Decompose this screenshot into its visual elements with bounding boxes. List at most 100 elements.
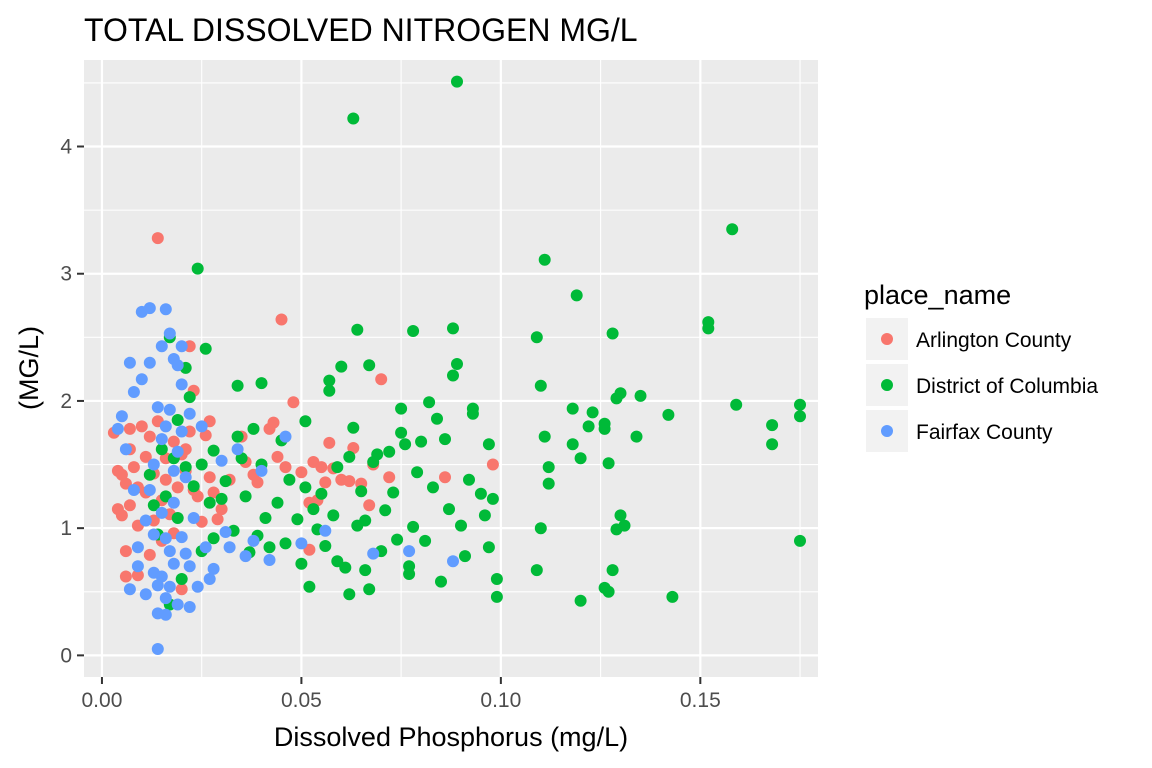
data-point [490,590,503,603]
data-point [534,522,547,535]
data-point [155,443,168,456]
data-point [203,496,216,509]
data-point [111,422,124,435]
y-tick-label: 4 [60,136,72,159]
data-point [478,509,491,522]
data-point [151,643,164,655]
data-point [395,402,408,415]
y-tick-label: 2 [60,390,72,413]
data-point [143,430,156,443]
data-point [431,412,443,425]
data-point [163,327,176,340]
data-point [123,499,136,512]
data-point [574,594,587,607]
data-point [343,450,356,463]
data-point [375,373,388,386]
data-point [119,545,132,558]
data-point [447,555,459,568]
legend-title: place_name [864,280,1011,310]
legend: place_name Arlington County District of C… [864,280,1098,452]
data-point [219,526,232,538]
data-point [343,588,356,601]
data-point [367,547,380,560]
data-point [215,492,228,505]
data-point [167,557,180,570]
data-point [203,573,216,585]
data-point [482,438,495,451]
data-point [794,410,806,423]
data-point [147,458,160,471]
data-point [383,445,396,458]
data-point [143,356,156,369]
data-point [131,541,144,554]
data-point [347,112,360,125]
data-point [323,436,336,449]
data-point [207,444,220,457]
data-point [175,573,188,585]
data-point [455,519,467,532]
data-point [143,302,156,315]
data-point [175,378,188,391]
data-point [766,438,779,451]
data-point [542,477,555,490]
data-point [530,564,543,577]
data-point [151,232,164,245]
major-gridlines [84,60,818,677]
data-point [279,537,292,550]
data-point [247,534,260,547]
data-point [538,430,551,443]
data-point [570,289,583,302]
legend-swatch [881,425,893,437]
data-point [323,384,336,397]
y-axis-label: (MG/L) [14,326,44,410]
data-point [127,484,140,496]
data-point [259,512,272,524]
chart-title: TOTAL DISSOLVED NITROGEN MG/L [84,12,638,48]
data-point [383,471,396,484]
data-point [159,592,172,605]
data-point [574,452,587,465]
data-point [131,560,144,573]
data-point [215,503,228,516]
data-point [187,512,200,524]
data-point [407,325,420,337]
data-point [207,486,220,499]
data-point [183,560,196,573]
legend-label: Fairfax County [916,421,1053,444]
data-points [107,75,806,655]
data-point [143,548,156,561]
legend-swatch [881,333,893,345]
data-point [127,461,140,474]
data-point [239,550,252,563]
legend-label: Arlington County [916,329,1072,352]
data-point [423,396,436,409]
data-point [614,387,627,400]
data-point [147,528,160,541]
data-point [175,531,188,544]
data-point [175,583,188,596]
data-point [618,519,631,532]
data-point [538,253,551,266]
y-tick-label: 1 [60,517,72,540]
data-point [363,583,376,596]
data-point [179,461,192,474]
data-point [331,461,344,474]
data-point [339,561,352,574]
data-point [351,323,364,336]
data-point [287,396,300,409]
x-tick-label: 0.05 [281,689,322,712]
data-point [343,475,356,488]
data-point [159,532,172,545]
data-point [335,360,348,373]
data-point [355,485,368,498]
data-point [427,481,439,494]
data-point [295,557,308,570]
data-point [634,389,647,402]
data-point [359,564,372,577]
data-point [135,420,148,433]
data-point [195,420,208,433]
data-point [215,454,228,467]
data-point [451,358,463,370]
data-point [131,569,144,582]
